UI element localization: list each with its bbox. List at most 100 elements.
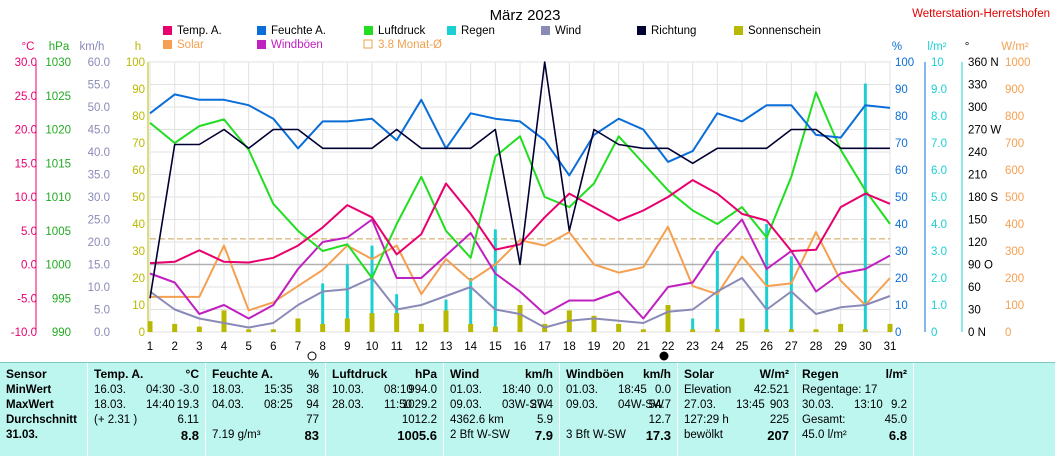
stats-press-cell: 994.0 [408,384,437,396]
sunshine-bar [344,318,350,332]
tick-day: 1 [147,341,153,353]
stats-temp-cell: 8.8 [180,428,199,443]
tick-day: 4 [221,341,228,353]
stats-solar-row: Elevation 42.521 [684,383,789,398]
stats-sensor-head: Sensor [6,367,47,381]
stats-hum-row: 18.03. 15:35 38 [212,383,319,398]
legend-label: Regen [461,25,495,37]
legend-label: Sonnenschein [748,25,821,37]
tick-sunshine: 10 [132,300,145,312]
stats-label-min: MinWert [6,384,52,396]
legend-swatch [734,26,743,35]
stats-hum-head: Feuchte A.% [212,367,319,383]
stats-solar-title: Solar [684,367,715,381]
sunshine-bar [690,329,696,332]
stats-hum-cell: 77 [306,414,319,426]
stats-gust-title: Windböen [566,367,624,381]
tick-wind: 40.0 [88,147,110,159]
sunshine-bar [246,329,252,332]
tick-wind: 35.0 [88,170,110,182]
stats-press-head: Luftdruck hPa [332,367,437,383]
sunshine-bar [492,326,498,332]
stats-wind-row: 09.03. 03W-SW 27.4 [450,398,553,413]
tick-solar: 100 [1005,300,1024,312]
tick-humidity: 80 [895,111,908,123]
stats-rain-row: 30.03. 13:10 9.2 [802,398,907,413]
tick-day: 18 [563,341,576,353]
stats-gust-row: 3 Bft W-SW 17.3 [566,428,671,443]
stats-press-cell: 11:50 [384,399,412,411]
legend-label: Feuchte A. [271,25,326,37]
tick-humidity: 100 [895,57,914,69]
stats-gust-cell: 17.3 [645,428,671,443]
legend-label: Solar [177,39,204,51]
stats-hum-unit: % [308,367,319,381]
tick-day: 7 [295,341,301,353]
stats-hum-cell: 08:25 [264,399,293,411]
tick-solar: 600 [1005,165,1024,177]
tick-day: 26 [760,341,773,353]
stats-gust-row: 09.03. 04W-SW 54.7 [566,398,671,413]
stats-temp-cell: 19.3 [176,399,199,411]
stats-rain-cell: 9.2 [891,399,907,411]
axis-unit-right: W/m² [1001,41,1029,53]
stats-temp-unit: °C [185,367,199,381]
stats-gust-column: Windböen km/h 01.03. 18:45 0.0 09.03. 04W-SW 54… [560,363,678,456]
stats-empty-column [914,363,1055,456]
stats-rain-cell: 45.0 l/m² [802,429,847,441]
tick-day: 11 [391,341,403,353]
stats-rain-cell: 30.03. [802,399,834,411]
tick-direction: 120 [968,237,987,249]
tick-sunshine: 90 [132,84,145,96]
tick-day: 20 [612,341,625,353]
sunshine-bar [591,315,597,332]
tick-solar: 800 [1005,111,1024,123]
legend-label: Temp. A. [177,25,222,37]
tick-sunshine: 0 [139,327,145,339]
stats-solar-cell: 13:45 [736,399,765,411]
sunshine-bar [443,310,449,332]
stats-solar-row: 127:29 h 225 [684,413,789,428]
sunshine-bar [714,329,720,332]
tick-humidity: 90 [895,84,908,96]
axis-unit-right: ° [965,41,970,53]
stats-gust-cell: 04W-SW [618,399,664,411]
sunshine-bar [394,313,400,332]
stats-wind-cell: 2 Bft W-SW [450,429,510,441]
stats-solar-cell: bewölkt [684,429,723,441]
monthly-weather-chart: März 2023 Wetterstation-Herretshofen Temp.… [11,7,1050,361]
tick-humidity: 30 [895,246,908,258]
stats-gust-cell: 12.7 [648,414,671,426]
stats-solar-cell: 903 [769,399,789,411]
tick-day: 19 [588,341,601,353]
stats-gust-cell: 0.0 [655,384,671,396]
stats-press-cell: 1029.2 [401,399,437,411]
stats-humidity-column: Feuchte A.% 18.03. 15:35 38 04.03. 08:25 94 77 7… [206,363,326,456]
tick-rain: 0 [931,327,937,339]
stats-hum-cell: 7.19 g/m³ [212,429,261,441]
stats-temp-row: 16.03. 04:30 -3.0 [94,383,199,398]
axis-unit-left: km/h [80,41,105,53]
tick-temp: 0.0 [21,260,37,272]
chart-title: März 2023 [490,7,561,24]
stats-solar-column: Solar W/m² Elevation 42.521 27.03. 13:45 903 12… [678,363,796,456]
tick-wind: 5.0 [94,305,110,317]
stats-label-max: MaxWert [6,399,54,411]
stats-press-title: Luftdruck [332,367,388,381]
sunshine-bar [418,323,424,332]
stats-rain-cell: Regentage: 17 [802,384,878,396]
rain-bar [691,318,695,332]
rain-bar [789,256,793,332]
tick-wind: 60.0 [88,57,110,69]
tick-solar: 0 [1005,327,1011,339]
tick-solar: 300 [1005,246,1024,258]
sunshine-bar [295,318,301,332]
sunshine-bar [196,326,202,332]
tick-wind: 55.0 [88,80,110,92]
rain-bar [469,278,473,332]
stats-wind-unit: km/h [524,367,553,381]
stats-temp-row: (+ 2.31 ) 6.11 [94,413,199,428]
legend-swatch [163,26,172,35]
full-moon-icon [307,351,317,361]
